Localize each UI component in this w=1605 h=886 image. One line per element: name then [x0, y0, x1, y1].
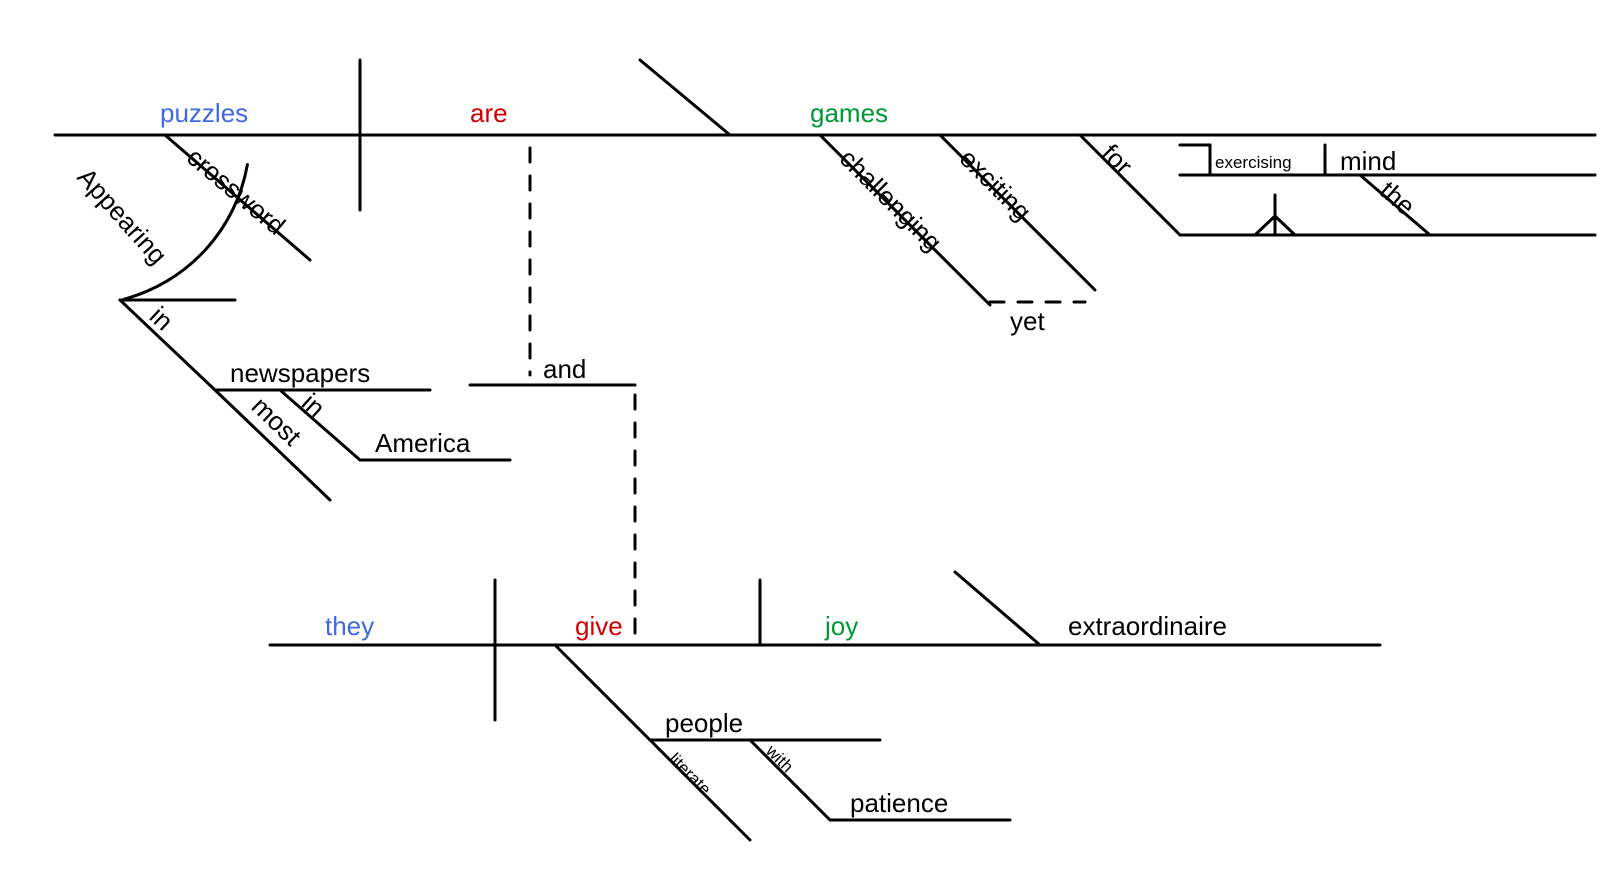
- word-with: with: [761, 741, 797, 777]
- sentence-diagram: puzzlesaregamescrosswordAppearinginnewsp…: [0, 0, 1605, 886]
- word-are: are: [470, 98, 508, 128]
- word-challenging: challenging: [834, 143, 948, 257]
- word-joy: joy: [824, 611, 858, 641]
- word-Appearing: Appearing: [72, 162, 174, 270]
- word-in1: in: [144, 300, 179, 336]
- diagram-line: [1275, 216, 1295, 235]
- word-in2: in: [296, 387, 331, 423]
- word-newspapers: newspapers: [230, 358, 370, 388]
- word-mind: mind: [1340, 146, 1396, 176]
- word-games: games: [810, 98, 888, 128]
- diagram-line: [555, 645, 650, 740]
- word-extraordinaire: extraordinaire: [1068, 611, 1227, 641]
- word-give: give: [575, 611, 623, 641]
- word-they: they: [325, 611, 374, 641]
- word-America: America: [375, 428, 471, 458]
- diagram-line: [1255, 216, 1275, 235]
- word-for: for: [1096, 138, 1139, 181]
- diagram-line: [640, 60, 730, 135]
- word-exciting: exciting: [954, 143, 1038, 227]
- word-crossword: crossword: [181, 142, 291, 241]
- diagram-line: [750, 740, 830, 820]
- word-patience: patience: [850, 788, 948, 818]
- word-yet: yet: [1010, 306, 1045, 336]
- diagram-line: [955, 572, 1040, 645]
- word-people: people: [665, 708, 743, 738]
- word-and: and: [543, 354, 586, 384]
- word-puzzles: puzzles: [160, 98, 248, 128]
- word-the: the: [1374, 175, 1421, 221]
- word-literate: literate: [665, 749, 715, 799]
- word-most: most: [246, 391, 308, 452]
- word-exercising: exercising: [1215, 153, 1292, 172]
